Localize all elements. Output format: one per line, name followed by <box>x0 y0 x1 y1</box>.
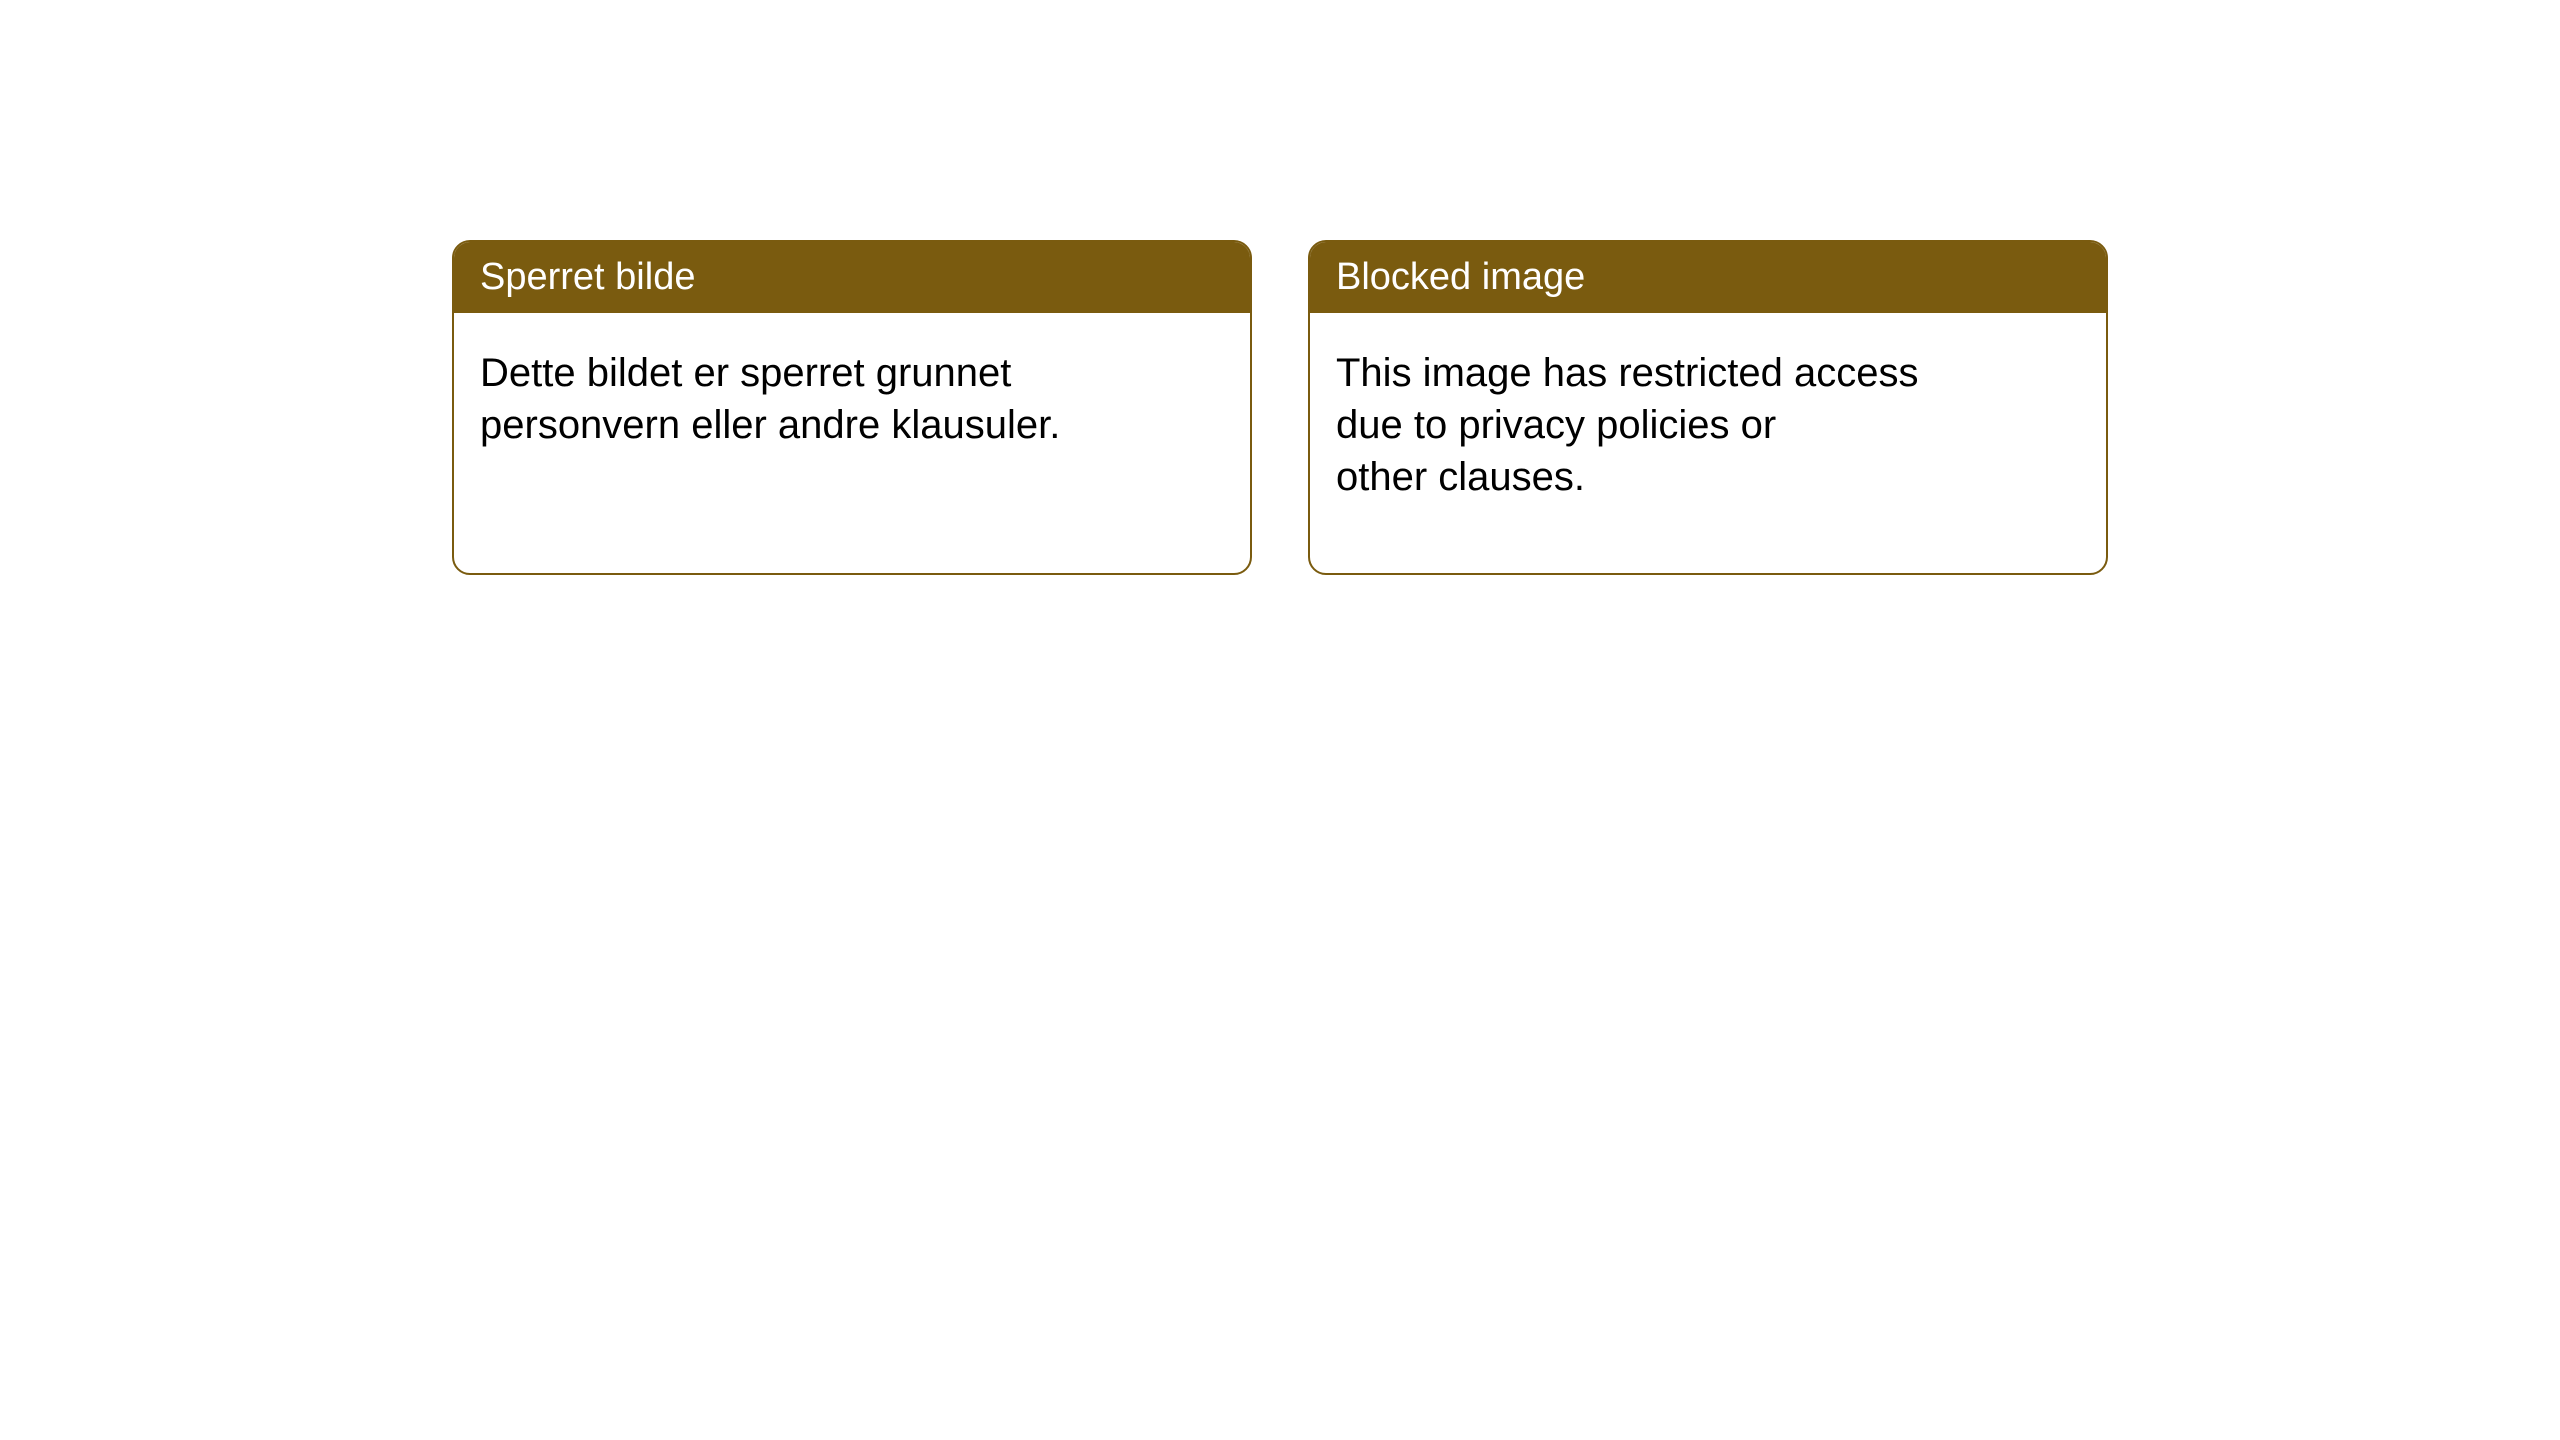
notice-title-norwegian: Sperret bilde <box>454 242 1250 313</box>
notice-body-english: This image has restricted access due to … <box>1310 313 2106 537</box>
notice-body-norwegian: Dette bildet er sperret grunnet personve… <box>454 313 1250 485</box>
notice-card-norwegian: Sperret bilde Dette bildet er sperret gr… <box>452 240 1252 575</box>
notice-container: Sperret bilde Dette bildet er sperret gr… <box>452 240 2108 575</box>
notice-title-english: Blocked image <box>1310 242 2106 313</box>
notice-card-english: Blocked image This image has restricted … <box>1308 240 2108 575</box>
